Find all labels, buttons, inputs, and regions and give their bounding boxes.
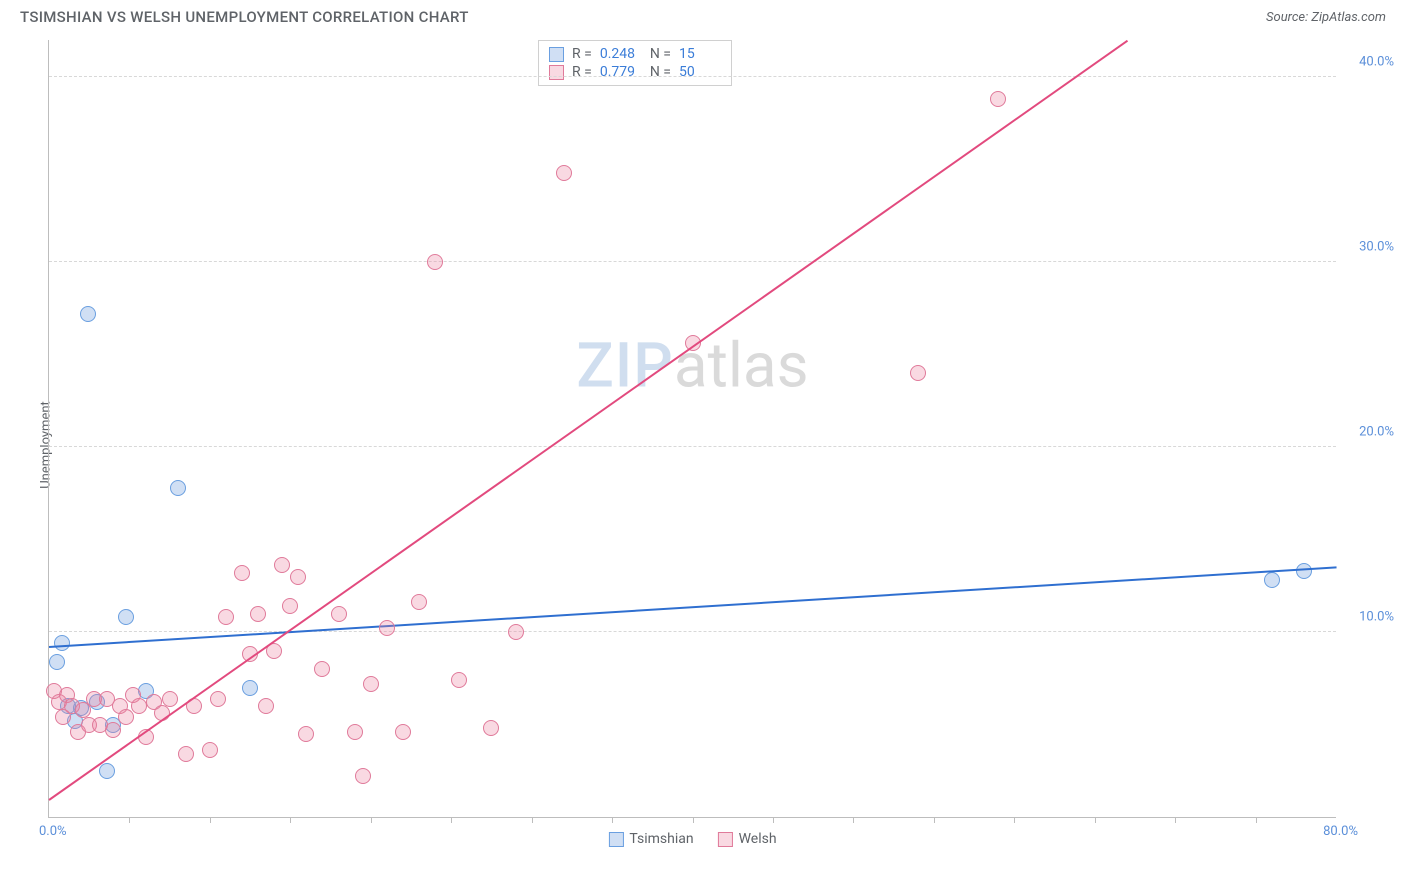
trend-line xyxy=(48,40,1128,801)
x-tick xyxy=(210,817,211,823)
stat-n-label: N = xyxy=(650,64,671,80)
data-point xyxy=(234,565,250,581)
data-point xyxy=(347,724,363,740)
chart-header: TSIMSHIAN VS WELSH UNEMPLOYMENT CORRELAT… xyxy=(0,0,1406,30)
y-tick-label: 30.0% xyxy=(1359,240,1394,255)
legend-label: Tsimshian xyxy=(629,831,693,847)
y-tick-label: 10.0% xyxy=(1359,610,1394,625)
legend-item: Tsimshian xyxy=(608,831,693,847)
x-tick xyxy=(290,817,291,823)
data-point xyxy=(331,606,347,622)
data-point xyxy=(451,672,467,688)
data-point xyxy=(170,480,186,496)
y-tick-label: 40.0% xyxy=(1359,55,1394,70)
data-point xyxy=(363,676,379,692)
stat-n-value: 15 xyxy=(679,46,721,62)
x-tick xyxy=(1014,817,1015,823)
stats-swatch xyxy=(549,65,564,80)
x-tick xyxy=(612,817,613,823)
data-point xyxy=(178,746,194,762)
legend-swatch xyxy=(608,832,623,847)
chart-title: TSIMSHIAN VS WELSH UNEMPLOYMENT CORRELAT… xyxy=(20,8,469,26)
data-point xyxy=(314,661,330,677)
data-point xyxy=(99,763,115,779)
x-axis-max-label: 80.0% xyxy=(1323,824,1358,839)
stat-r-label: R = xyxy=(572,64,592,80)
x-tick xyxy=(129,817,130,823)
data-point xyxy=(508,624,524,640)
data-point xyxy=(105,722,121,738)
data-point xyxy=(427,254,443,270)
x-tick xyxy=(1095,817,1096,823)
legend-swatch xyxy=(718,832,733,847)
stat-r-label: R = xyxy=(572,46,592,62)
data-point xyxy=(118,609,134,625)
legend: Tsimshian Welsh xyxy=(608,831,776,847)
data-point xyxy=(242,680,258,696)
data-point xyxy=(290,569,306,585)
x-axis-origin-label: 0.0% xyxy=(39,824,67,839)
x-tick xyxy=(693,817,694,823)
x-tick xyxy=(451,817,452,823)
x-tick xyxy=(934,817,935,823)
data-point xyxy=(1296,563,1312,579)
stat-r-value: 0.248 xyxy=(600,46,642,62)
chart-source: Source: ZipAtlas.com xyxy=(1266,10,1386,25)
data-point xyxy=(258,698,274,714)
data-point xyxy=(80,306,96,322)
data-point xyxy=(274,557,290,573)
data-point xyxy=(556,165,572,181)
stat-r-value: 0.779 xyxy=(600,64,642,80)
gridline xyxy=(49,446,1336,447)
data-point xyxy=(990,91,1006,107)
plot-area: ZIPatlas R =0.248N =15R =0.779N =50 0.0%… xyxy=(48,40,1336,818)
x-tick xyxy=(1256,817,1257,823)
stats-swatch xyxy=(549,47,564,62)
data-point xyxy=(910,365,926,381)
data-point xyxy=(49,654,65,670)
data-point xyxy=(218,609,234,625)
data-point xyxy=(379,620,395,636)
chart-container: Unemployment ZIPatlas R =0.248N =15R =0.… xyxy=(0,30,1406,860)
gridline xyxy=(49,76,1336,77)
y-tick-label: 20.0% xyxy=(1359,425,1394,440)
data-point xyxy=(202,742,218,758)
x-tick xyxy=(532,817,533,823)
data-point xyxy=(282,598,298,614)
stat-n-value: 50 xyxy=(679,64,721,80)
x-tick xyxy=(853,817,854,823)
data-point xyxy=(298,726,314,742)
data-point xyxy=(54,635,70,651)
legend-label: Welsh xyxy=(739,831,777,847)
data-point xyxy=(118,709,134,725)
x-tick xyxy=(371,817,372,823)
stats-box: R = 0.248 N = 15 R = 0.779 N = 50 xyxy=(538,40,732,86)
data-point xyxy=(355,768,371,784)
x-tick xyxy=(773,817,774,823)
legend-item: Welsh xyxy=(718,831,777,847)
data-point xyxy=(1264,572,1280,588)
data-point xyxy=(483,720,499,736)
gridline xyxy=(49,631,1336,632)
data-point xyxy=(250,606,266,622)
data-point xyxy=(411,594,427,610)
data-point xyxy=(162,691,178,707)
data-point xyxy=(210,691,226,707)
stats-row: R = 0.248 N = 15 xyxy=(549,45,721,63)
stat-n-label: N = xyxy=(650,46,671,62)
data-point xyxy=(395,724,411,740)
gridline xyxy=(49,261,1336,262)
x-tick xyxy=(1175,817,1176,823)
stats-row: R = 0.779 N = 50 xyxy=(549,63,721,81)
